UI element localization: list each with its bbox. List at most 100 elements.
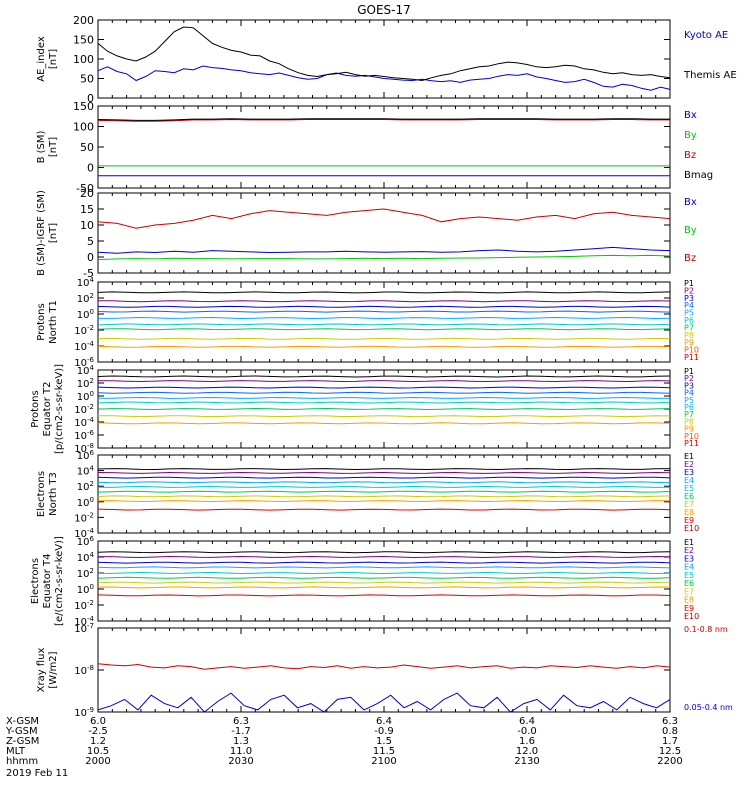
y-tick-label: 104 bbox=[77, 364, 95, 377]
series-line-p9 bbox=[97, 345, 671, 348]
legend-label-p4: P4 bbox=[684, 389, 694, 398]
y-tick-label: 100 bbox=[77, 583, 94, 596]
legend-label-e2: E2 bbox=[684, 546, 694, 555]
ephemeris-value: 6.3 bbox=[233, 716, 249, 727]
ephemeris-value: 6.4 bbox=[376, 716, 392, 727]
legend-label-bmag: Bmag bbox=[684, 170, 713, 181]
series-line-p4 bbox=[97, 310, 671, 313]
y-tick-label: 102 bbox=[77, 567, 94, 580]
legend-label-p5: P5 bbox=[684, 396, 694, 405]
legend-label-e10: E10 bbox=[684, 524, 699, 533]
y-tick-label: 10-8 bbox=[74, 442, 94, 455]
legend-label-e4: E4 bbox=[684, 476, 694, 485]
series-line-e3 bbox=[97, 476, 671, 479]
ephemeris-value: 11.5 bbox=[373, 746, 395, 757]
ephemeris-value: 12.5 bbox=[659, 746, 681, 757]
legend-label-p9: P9 bbox=[684, 425, 694, 434]
legend-label-0-05-0-4-nm: 0.05-0.4 nm bbox=[684, 703, 733, 712]
legend-label-p8: P8 bbox=[684, 417, 694, 426]
series-line-bmag bbox=[97, 118, 670, 121]
legend-label-kyoto-ae: Kyoto AE bbox=[684, 30, 728, 41]
y-tick-label: 10-8 bbox=[74, 664, 94, 677]
series-line-p1 bbox=[97, 375, 671, 378]
ephemeris-value: 2030 bbox=[228, 756, 253, 767]
ephemeris-value: 6.4 bbox=[519, 716, 535, 727]
legend-label-p7: P7 bbox=[684, 323, 694, 332]
series-line-p5 bbox=[98, 396, 671, 399]
series-line-e5 bbox=[98, 571, 671, 575]
series-line-e5 bbox=[97, 485, 671, 488]
legend-label-e7: E7 bbox=[684, 500, 694, 509]
y-tick-label: 10-2 bbox=[74, 511, 94, 524]
y-axis-label: [e/(cm2-s-sr-keV)] bbox=[54, 536, 65, 626]
series-line-p3 bbox=[97, 386, 671, 389]
y-tick-label: -5 bbox=[83, 267, 94, 280]
y-tick-label: 100 bbox=[77, 496, 94, 509]
legend-label-p2: P2 bbox=[684, 374, 694, 383]
series-line-0-05-0-4-nm bbox=[97, 692, 671, 713]
legend-label-p1: P1 bbox=[684, 279, 694, 288]
panel-frame bbox=[97, 540, 671, 622]
series-line-e6 bbox=[97, 576, 671, 579]
series-line-p2 bbox=[98, 380, 671, 383]
y-tick-label: 10 bbox=[80, 219, 94, 232]
legend-label-bz: Bz bbox=[684, 253, 696, 264]
y-tick-label: 10-2 bbox=[74, 403, 94, 416]
y-axis-label: [W/m2] bbox=[48, 651, 59, 688]
legend-label-e1: E1 bbox=[684, 538, 694, 547]
legend-label-e1: E1 bbox=[684, 452, 694, 461]
series-line-p9 bbox=[97, 422, 671, 425]
series-line-p3 bbox=[97, 305, 671, 308]
ephemeris-value: 6.3 bbox=[662, 716, 678, 727]
series-line-e3 bbox=[97, 561, 671, 564]
y-tick-label: 10-2 bbox=[74, 599, 94, 612]
series-line-themis-ae bbox=[97, 26, 671, 82]
series-line-e4 bbox=[97, 481, 671, 484]
ephemeris-value: 12.0 bbox=[516, 746, 538, 757]
legend-label-bz: Bz bbox=[684, 150, 696, 161]
series-line-p8 bbox=[97, 415, 671, 418]
y-axis-label: Xray flux bbox=[36, 648, 47, 693]
ephemeris-value: -2.5 bbox=[88, 726, 108, 737]
y-axis-label: Equator T2 bbox=[42, 382, 53, 437]
y-tick-label: 150 bbox=[73, 100, 94, 113]
legend-label-p10: P10 bbox=[684, 432, 699, 441]
y-axis-label: Equator T4 bbox=[42, 554, 53, 609]
y-tick-label: 10-4 bbox=[74, 416, 94, 429]
y-tick-label: 10-6 bbox=[74, 356, 94, 369]
series-line-p7 bbox=[97, 328, 671, 331]
legend-label-e9: E9 bbox=[684, 604, 694, 613]
y-axis-label: [nT] bbox=[48, 223, 59, 243]
y-tick-label: 100 bbox=[77, 390, 94, 403]
y-tick-label: 102 bbox=[77, 292, 94, 305]
legend-label-p2: P2 bbox=[684, 286, 694, 295]
ephemeris-value: 11.0 bbox=[230, 746, 252, 757]
ephemeris-value: -0.9 bbox=[374, 726, 394, 737]
series-line-e7 bbox=[97, 581, 671, 584]
series-line-e8 bbox=[97, 500, 671, 503]
y-axis-label: [p/(cm2-s-sr-keV)] bbox=[54, 364, 65, 454]
ephemeris-value: -0.0 bbox=[517, 726, 537, 737]
ephemeris-row-label: Z-GSM bbox=[6, 736, 39, 747]
legend-label-p1: P1 bbox=[684, 367, 694, 376]
y-axis-label: North T1 bbox=[48, 300, 59, 344]
ephemeris-value: 2100 bbox=[371, 756, 396, 767]
y-axis-label: Electrons bbox=[30, 558, 41, 604]
y-tick-label: 5 bbox=[87, 235, 94, 248]
legend-label-by: By bbox=[684, 130, 697, 141]
ephemeris-value: 1.2 bbox=[90, 736, 106, 747]
series-line-e2 bbox=[97, 471, 671, 474]
ephemeris-value: -1.7 bbox=[231, 726, 251, 737]
y-tick-label: 0 bbox=[87, 251, 94, 264]
legend-label-0-1-0-8-nm: 0.1-0.8 nm bbox=[684, 625, 728, 634]
ephemeris-value: 1.7 bbox=[662, 736, 678, 747]
date-label: 2019 Feb 11 bbox=[6, 768, 68, 779]
y-axis-label: Protons bbox=[30, 390, 41, 427]
panel-frame bbox=[97, 192, 671, 274]
y-axis-label: AE_index bbox=[36, 36, 47, 82]
series-line-p8 bbox=[97, 337, 671, 340]
y-axis-label: Protons bbox=[36, 303, 47, 340]
y-tick-label: 10-4 bbox=[74, 340, 94, 353]
legend-label-p10: P10 bbox=[684, 346, 699, 355]
